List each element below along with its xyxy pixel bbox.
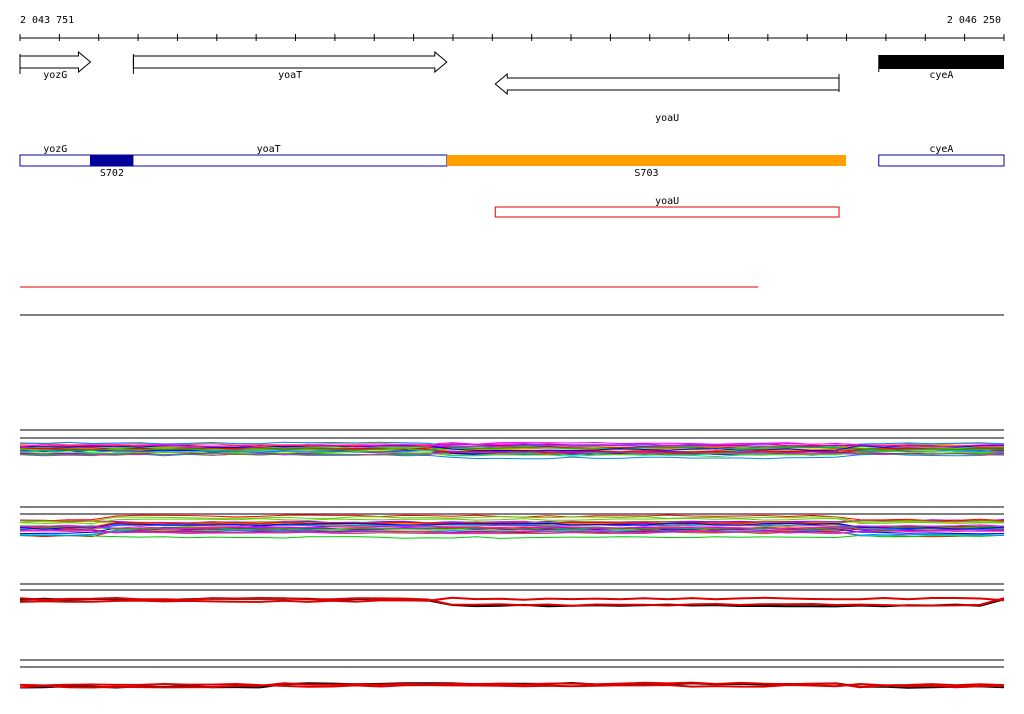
ruler-ticks [19, 34, 1005, 41]
transcript-label: yozG [43, 144, 67, 155]
gene-label: yoaU [655, 113, 679, 124]
gene-arrow [878, 55, 1004, 69]
segment-label: S702 [100, 168, 124, 179]
expression-tracks [19, 429, 1005, 689]
gene-arrow [19, 50, 92, 74]
expression-profile [19, 453, 1005, 460]
gene-label: yoaT [278, 70, 302, 81]
gene-label: yozG [43, 70, 67, 81]
expression-profile [19, 525, 1005, 531]
gene-label: cyeA [929, 70, 953, 81]
expression-profile [19, 534, 1005, 539]
transcript-label: yoaT [257, 144, 281, 155]
gene-arrow [494, 72, 840, 96]
segment-box [90, 155, 134, 166]
segment-label: S703 [634, 168, 658, 179]
expression-profile [19, 523, 1005, 531]
expression-profile [19, 516, 1004, 523]
expression-profile [19, 446, 1005, 452]
expression-profile [19, 524, 1005, 529]
gene-arrow [132, 50, 448, 74]
utr-box [494, 206, 840, 218]
expression-profile [19, 528, 1005, 534]
expression-profile [19, 517, 1004, 525]
expression-profile [19, 450, 1005, 458]
ruler-end-label: 2 046 250 [947, 15, 1001, 26]
expression-profile [19, 519, 1005, 524]
expression-profile [19, 682, 1005, 688]
gene-annotation-track: yozG yoaT yoaU cyeA [19, 50, 1004, 124]
utr-label: yoaU [655, 196, 679, 207]
expression-profile [19, 529, 1004, 534]
transcript-track: yozG yoaT cyeA S702 S703 [19, 144, 1005, 179]
transcript-box [19, 154, 91, 167]
expression-profile [19, 529, 1005, 535]
transcript-box [89, 154, 448, 167]
utr-track: yoaU [494, 196, 840, 218]
expression-profile [19, 514, 1005, 522]
transcript-box [878, 154, 1005, 167]
expression-profile [19, 596, 1005, 603]
transcript-label: cyeA [929, 144, 953, 155]
expression-profile [19, 442, 1005, 448]
expression-profile [19, 596, 1005, 607]
segment-box [446, 155, 847, 166]
coordinate-ruler: 2 043 751 2 046 250 [19, 15, 1005, 41]
expression-profile [20, 445, 1005, 452]
expression-profile [19, 447, 1005, 454]
expression-profile [19, 522, 1005, 530]
ruler-start-label: 2 043 751 [20, 15, 74, 26]
expression-profile [19, 681, 1005, 689]
